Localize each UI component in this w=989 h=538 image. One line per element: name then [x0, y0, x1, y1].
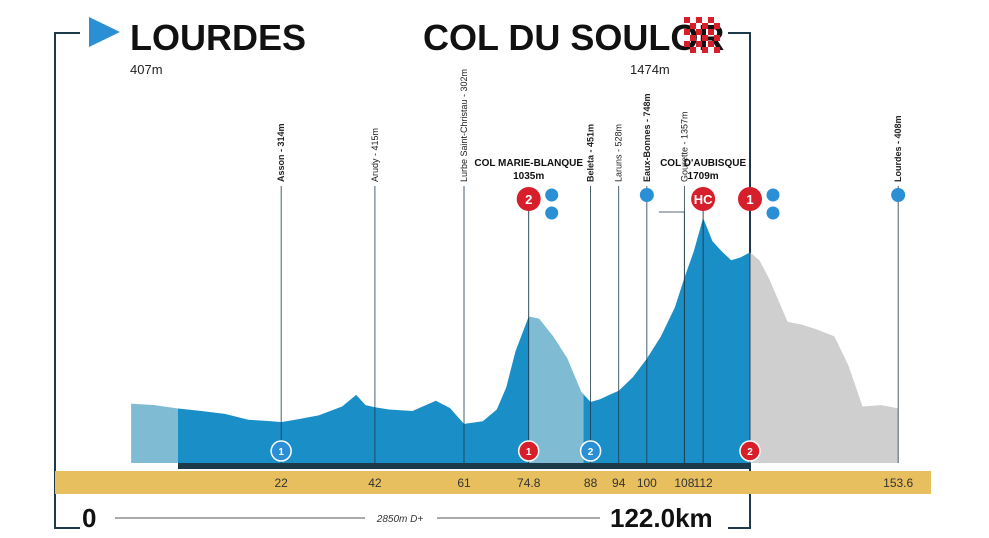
climb-name: COL D'AUBISQUE [660, 158, 746, 169]
bonus-icon [545, 188, 559, 202]
checker-square [702, 35, 708, 41]
bonus-icon [545, 206, 559, 220]
climb-category-badge [516, 187, 541, 211]
climb-category-badge [738, 187, 762, 211]
km-tick-label: 94 [612, 476, 626, 490]
checker-square [684, 17, 690, 23]
feed-zone-icon [891, 188, 906, 202]
bonus-icon [766, 188, 780, 202]
km-labels: 22 42 61 74.8 88 94 100 108 112 153.6 [274, 476, 913, 490]
sprint-label: 1 [278, 447, 284, 458]
sprint-label: 2 [588, 447, 594, 458]
checker-square [690, 35, 696, 41]
finish-name: COL DU SOULOR [423, 17, 724, 58]
km-tick-label: 153.6 [883, 476, 913, 490]
climb-category-label: 2 [525, 192, 532, 207]
km-tick-label: 42 [368, 476, 382, 490]
climb-category-label: HC [694, 192, 713, 207]
profile-area-race [178, 218, 750, 463]
checker-square [714, 35, 720, 41]
climb-altitude: 1035m [513, 171, 544, 182]
km-tick-label: 61 [457, 476, 471, 490]
profile-area-after-finish [750, 252, 899, 463]
km-tick-label: 74.8 [517, 476, 541, 490]
climb-altitude: 1709m [688, 171, 719, 182]
sprint-label: 1 [526, 447, 532, 458]
gourette-leader [658, 211, 685, 463]
checker-square [708, 41, 714, 47]
sprint-badge [579, 440, 602, 462]
distance-start: 0 [82, 503, 96, 533]
climb-category-label: 1 [746, 192, 753, 207]
checker-square [684, 41, 690, 47]
bonus-icon [766, 206, 780, 220]
sprints: 1 1 2 2 [270, 440, 761, 462]
climb-category-badge [691, 187, 716, 211]
km-tick-label: 108 [674, 476, 694, 490]
checkered-flag-icon [684, 17, 720, 53]
checker-square [696, 41, 702, 47]
elevation-gain: 2850m D+ [376, 514, 424, 525]
checker-square [714, 47, 720, 53]
waypoint-label: Asson - 314m [276, 123, 286, 182]
km-tick-label: 22 [274, 476, 288, 490]
climb-name: COL MARIE-BLANQUE [474, 158, 583, 169]
sprint-badge [270, 440, 292, 462]
sprint-label: 2 [747, 447, 753, 458]
waypoint-label: Lourdes - 408m [893, 115, 903, 182]
checker-square [690, 47, 696, 53]
km-tick-label: 112 [694, 476, 713, 490]
profile-area-before-start [131, 403, 178, 463]
checker-square [696, 17, 702, 23]
checker-square [708, 29, 714, 35]
checker-square [696, 29, 702, 35]
profile-area-marie-blanque-descent [528, 316, 584, 463]
checker-square [714, 23, 720, 29]
km-tick-label: 100 [637, 476, 657, 490]
race-base-band [178, 463, 750, 469]
start-name: LOURDES [130, 17, 306, 58]
km-band [55, 471, 931, 494]
waypoint-label: Beleta - 451m [586, 124, 596, 182]
feed-zone-icon [639, 188, 654, 202]
km-tick-label: 88 [584, 476, 598, 490]
waypoint-label: Eaux-Bonnes - 748m [642, 93, 652, 182]
checker-square [708, 17, 714, 23]
checker-square [684, 29, 690, 35]
start-altitude: 407m [130, 62, 163, 77]
start-flag-icon [89, 17, 120, 47]
checker-square [690, 23, 696, 29]
distance-total: 122.0km [610, 503, 713, 533]
sprint-badge [739, 440, 761, 462]
waypoint-label: Lurbe Saint-Christau - 302m [459, 69, 469, 182]
sprint-badge [517, 440, 540, 462]
climbs: 2 COL MARIE-BLANQUE 1035m HC COL D'AUBISQUE 1… [474, 158, 780, 463]
waypoints: Asson - 314m Arudy - 415m Lurbe Saint-Chri… [276, 69, 906, 463]
waypoint-label: Laruns - 528m [614, 124, 624, 182]
checker-square [702, 23, 708, 29]
waypoint-label: Gourette - 1357m [679, 111, 689, 182]
finish-altitude: 1474m [630, 62, 670, 77]
checker-square [702, 47, 708, 53]
waypoint-label: Arudy - 415m [370, 128, 380, 182]
